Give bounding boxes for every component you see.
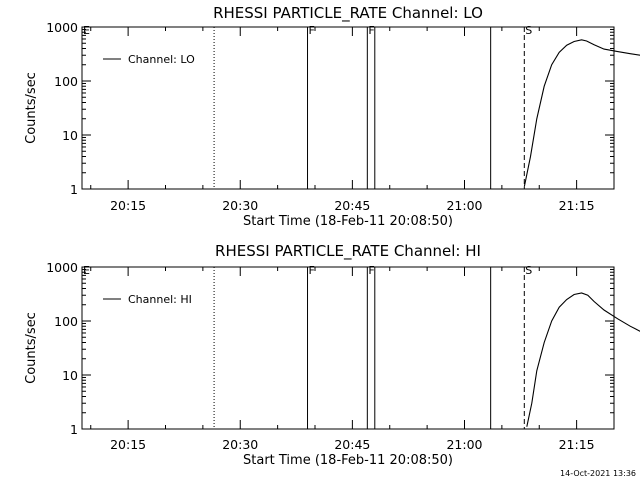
x-tick-label: 20:45 — [334, 437, 370, 452]
x-tick-label: 20:15 — [110, 437, 146, 452]
footer-timestamp: 14-Oct-2021 13:36 — [560, 469, 636, 478]
x-tick-label: 21:15 — [559, 437, 595, 452]
y-tick-label: 10 — [62, 368, 78, 383]
plot-frame — [81, 266, 615, 430]
y-tick-label: 1 — [70, 182, 78, 197]
event-label: S — [525, 24, 532, 37]
y-tick-label: 1000 — [46, 20, 78, 35]
x-axis-label: Start Time (18-Feb-11 20:08:50) — [243, 453, 453, 468]
plot-frame — [81, 26, 615, 190]
legend-entry: Channel: LO — [128, 53, 195, 66]
event-label: F — [368, 24, 374, 37]
y-axis-label: Counts/sec — [24, 312, 39, 384]
panel-hi: RHESSI PARTICLE_RATE Channel: HI Counts/s… — [24, 242, 640, 468]
legend-entry: Channel: HI — [128, 293, 192, 306]
chart-title: RHESSI PARTICLE_RATE Channel: LO — [213, 4, 483, 23]
y-tick-label: 100 — [54, 74, 78, 89]
x-tick-label: 20:30 — [222, 198, 258, 213]
x-tick-label: 21:15 — [559, 198, 595, 213]
x-axis-label: Start Time (18-Feb-11 20:08:50) — [243, 214, 453, 229]
x-tick-label: 20:30 — [222, 437, 258, 452]
y-tick-label: 1000 — [46, 260, 78, 275]
y-tick-label: 1 — [70, 422, 78, 437]
series-line — [523, 39, 640, 187]
series-line — [526, 292, 640, 427]
event-label: F — [309, 264, 315, 277]
event-label: F — [368, 264, 374, 277]
y-tick-label: 100 — [54, 314, 78, 329]
event-label: F — [309, 24, 315, 37]
y-tick-label: 10 — [62, 128, 78, 143]
event-label: E — [83, 264, 90, 277]
panel-lo: RHESSI PARTICLE_RATE Channel: LO Counts/s… — [24, 4, 640, 229]
x-tick-label: 21:00 — [446, 198, 482, 213]
x-tick-label: 21:00 — [446, 437, 482, 452]
y-axis-label: Counts/sec — [24, 72, 39, 144]
chart-title: RHESSI PARTICLE_RATE Channel: HI — [215, 242, 481, 261]
x-tick-label: 20:15 — [110, 198, 146, 213]
event-label: S — [525, 264, 532, 277]
event-label: E — [83, 24, 90, 37]
x-tick-label: 20:45 — [334, 198, 370, 213]
